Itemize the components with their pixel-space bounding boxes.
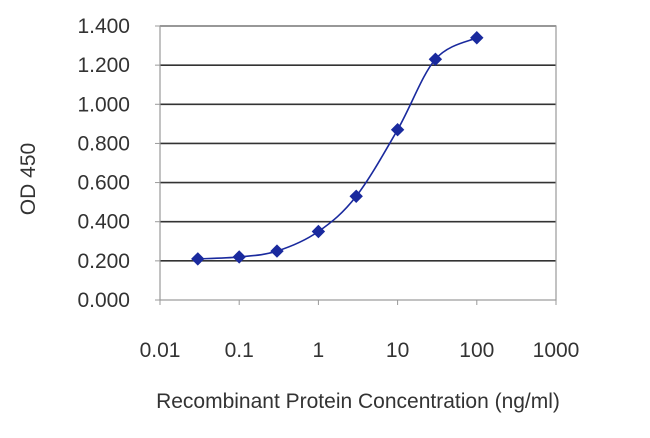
plot-border [159, 25, 557, 301]
data-point [470, 31, 484, 45]
x-tick-label: 1000 [533, 339, 580, 362]
data-point [232, 250, 246, 264]
x-tick-label: 100 [459, 339, 494, 362]
y-tick-label: 1.200 [77, 54, 130, 77]
y-tick-label: 0.600 [77, 172, 130, 195]
y-tick-label: 0.400 [77, 211, 130, 234]
y-tick-label: 1.000 [77, 93, 130, 116]
plot-frame [159, 25, 557, 301]
x-tick-label: 0.01 [140, 339, 181, 362]
series-line [197, 37, 478, 260]
data-point [191, 252, 205, 266]
y-tick-label: 0.000 [77, 289, 130, 312]
x-tick-label: 1 [313, 339, 325, 362]
x-tick-label: 0.1 [225, 339, 254, 362]
grid-layer [160, 25, 556, 262]
data-point [270, 244, 284, 258]
series-layer [191, 31, 484, 266]
y-tick-label: 0.800 [77, 132, 130, 155]
data-point [428, 52, 443, 66]
data-point [390, 123, 405, 137]
data-point [349, 189, 363, 203]
x-axis: 0.01 0.1 1 10 100 1000 [140, 300, 580, 362]
y-axis-title: OD 450 [17, 143, 40, 215]
data-point [311, 224, 326, 239]
x-axis-title: Recombinant Protein Concentration (ng/ml… [156, 390, 560, 413]
x-tick-label: 10 [386, 339, 409, 362]
y-axis: 0.000 0.200 0.400 0.600 0.800 1.000 1.200 1.400 [77, 15, 160, 312]
y-tick-label: 1.400 [77, 15, 130, 38]
y-tick-label: 0.200 [77, 250, 130, 273]
